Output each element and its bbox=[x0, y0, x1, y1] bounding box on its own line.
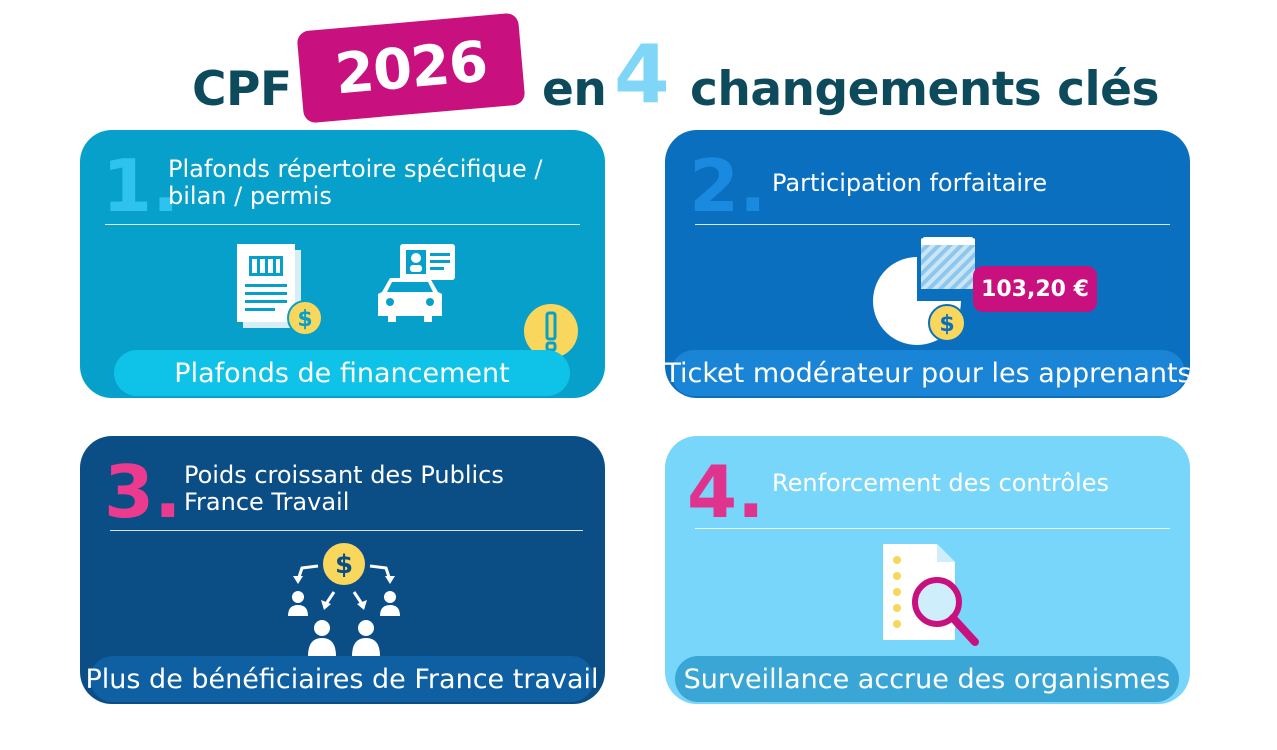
card-title-line: bilan / permis bbox=[168, 182, 332, 210]
card-title: Plafonds répertoire spécifique / bilan /… bbox=[168, 156, 542, 210]
pill-label: Plafonds de financement bbox=[114, 350, 570, 396]
svg-text:$: $ bbox=[297, 307, 312, 332]
car-id-card-icon bbox=[378, 244, 455, 322]
page-title: CPF 2026 en 4 changements clés bbox=[0, 12, 1277, 124]
svg-text:$: $ bbox=[939, 312, 954, 337]
pie-chart-dollar-icon: $ bbox=[873, 237, 975, 345]
card-number: 4. bbox=[687, 450, 765, 534]
card-title-line: Participation forfaitaire bbox=[772, 169, 1048, 197]
card-title: Participation forfaitaire bbox=[772, 170, 1047, 197]
title-middle: en bbox=[542, 62, 607, 117]
document-dollar-icon: $ bbox=[237, 244, 323, 336]
pill-label: Surveillance accrue des organismes bbox=[675, 656, 1179, 702]
divider bbox=[105, 224, 580, 225]
year-text: 2026 bbox=[332, 29, 490, 107]
card-controles: 4. Renforcement des contrôles Surveillan… bbox=[665, 436, 1190, 704]
card-number: 1. bbox=[102, 144, 180, 228]
card-title: Poids croissant des Publics France Trava… bbox=[184, 462, 504, 516]
card-number: 3. bbox=[104, 450, 182, 534]
card-participation: 2. Participation forfaitaire $ 103,20 € … bbox=[665, 130, 1190, 398]
card-title-line: Plafonds répertoire spécifique / bbox=[168, 155, 543, 183]
divider bbox=[695, 224, 1170, 225]
card-plafonds: 1. Plafonds répertoire spécifique / bila… bbox=[80, 130, 605, 398]
card-title-line: Renforcement des contrôles bbox=[772, 469, 1109, 497]
funds-distribution-icon: $ bbox=[288, 541, 400, 656]
title-count: 4 bbox=[614, 28, 670, 121]
pill-label: Ticket modérateur pour les apprenants bbox=[665, 350, 1190, 396]
pill-label: Plus de bénéficiaires de France travail bbox=[86, 656, 599, 702]
card-number: 2. bbox=[689, 144, 767, 228]
divider bbox=[695, 528, 1170, 529]
svg-text:$: $ bbox=[335, 550, 353, 580]
title-prefix: CPF bbox=[192, 62, 292, 117]
card-title: Renforcement des contrôles bbox=[772, 470, 1109, 497]
card-title-line: Poids croissant des Publics bbox=[184, 461, 504, 489]
document-magnifier-icon bbox=[883, 544, 979, 646]
title-suffix: changements clés bbox=[690, 62, 1159, 117]
amount-badge: 103,20 € bbox=[973, 266, 1097, 312]
divider bbox=[110, 530, 583, 531]
card-poids-croissant: 3. Poids croissant des Publics France Tr… bbox=[80, 436, 605, 704]
card-title-line: France Travail bbox=[184, 488, 350, 516]
